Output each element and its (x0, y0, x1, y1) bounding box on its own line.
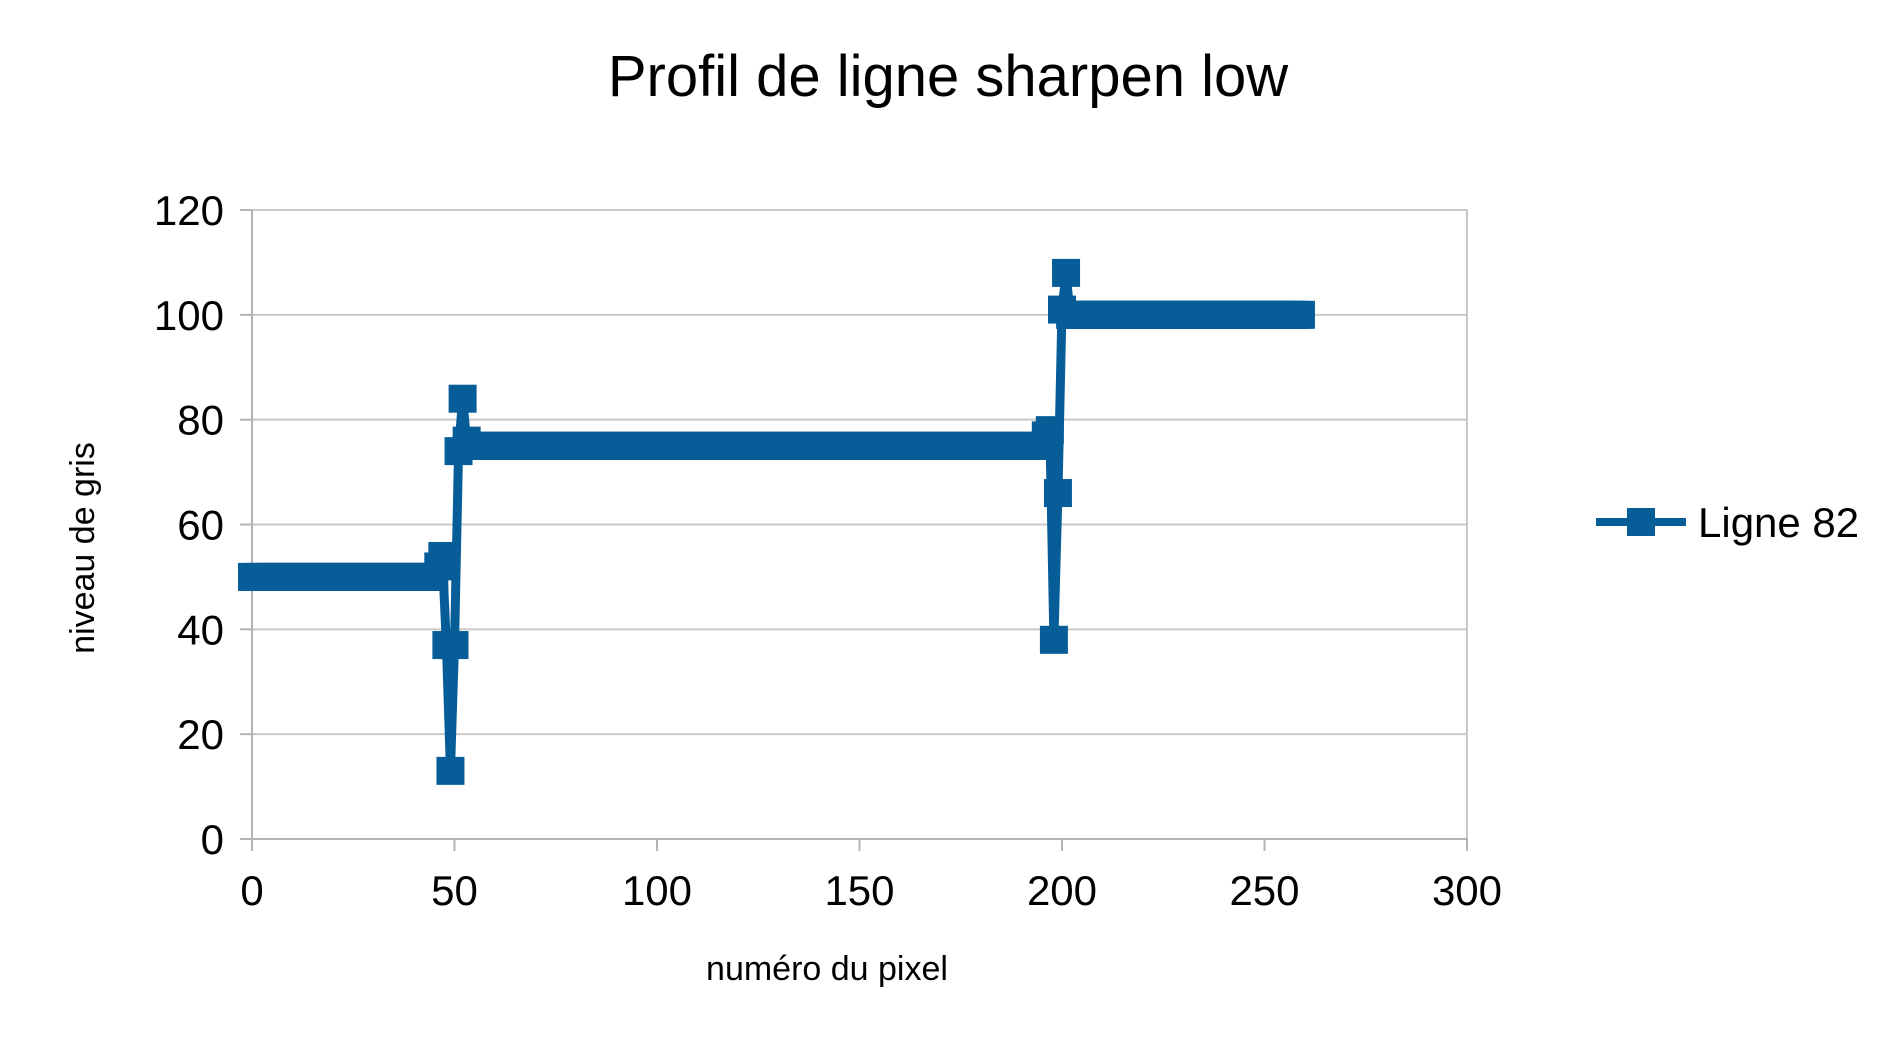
y-tick-label-60: 60 (177, 502, 224, 549)
x-tick-label-250: 250 (1229, 867, 1299, 914)
x-tick-label-50: 50 (431, 867, 478, 914)
x-tick-label-300: 300 (1432, 867, 1502, 914)
data-point-259 (1286, 300, 1315, 329)
data-point-49 (436, 756, 465, 785)
x-tick-label-150: 150 (824, 867, 894, 914)
y-tick-label-120: 120 (154, 187, 224, 234)
y-tick-label-80: 80 (177, 397, 224, 444)
data-point-197 (1035, 416, 1064, 445)
data-point-199 (1043, 479, 1072, 508)
legend-label: Ligne 82 (1698, 499, 1859, 546)
y-tick-label-20: 20 (177, 711, 224, 758)
y-tick-label-100: 100 (154, 292, 224, 339)
x-tick-label-100: 100 (622, 867, 692, 914)
series-line-0 (251, 268, 1302, 776)
x-tick-label-200: 200 (1027, 867, 1097, 914)
data-point-50 (440, 631, 469, 660)
y-tick-label-40: 40 (177, 606, 224, 653)
y-tick-label-0: 0 (201, 816, 224, 863)
data-point-52 (448, 384, 477, 413)
chart-title: Profil de ligne sharpen low (608, 44, 1289, 109)
y-axis-label: niveau de gris (64, 442, 102, 654)
series-ligne-82 (238, 258, 1315, 785)
axes: 0 20 40 60 80 100 120 0 50 100 150 200 250 300 (154, 187, 1502, 914)
x-tick-label-0: 0 (240, 867, 263, 914)
x-axis-label: numéro du pixel (706, 950, 948, 988)
data-point-47 (428, 541, 457, 570)
data-point-201 (1052, 258, 1081, 287)
legend: Ligne 82 (1596, 499, 1859, 546)
legend-marker (1627, 508, 1655, 536)
data-point-198 (1039, 625, 1068, 654)
